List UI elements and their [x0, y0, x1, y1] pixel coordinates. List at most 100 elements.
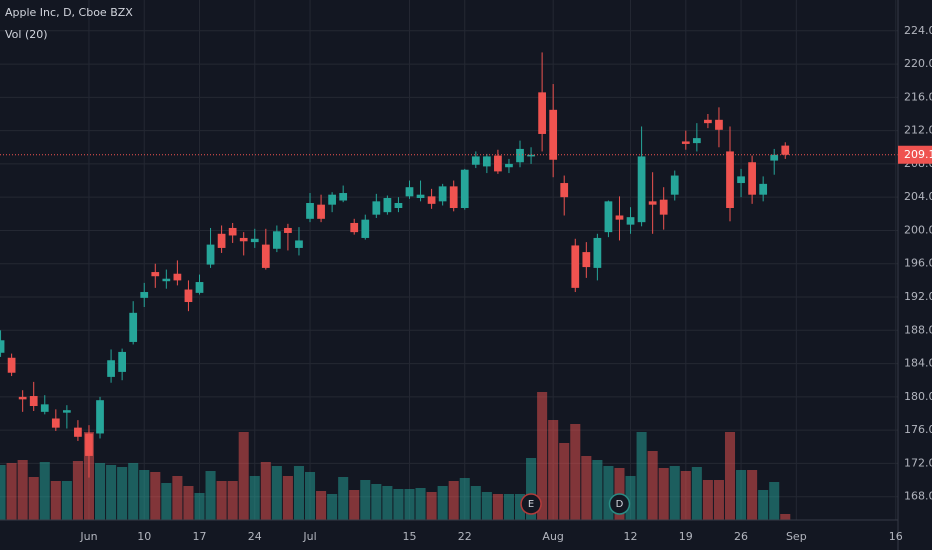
candle-body — [96, 400, 104, 434]
y-tick-label: 196.00 — [904, 257, 932, 270]
candle-body — [394, 203, 403, 208]
volume-bar — [293, 466, 304, 520]
volume-bar — [769, 482, 780, 520]
event-label: D — [616, 499, 624, 510]
candle-body — [173, 273, 182, 281]
volume-bar — [691, 467, 702, 520]
y-tick-label: 184.00 — [904, 357, 932, 370]
candle-body — [549, 109, 558, 160]
volume-bar — [658, 468, 669, 520]
x-tick-label: Jul — [302, 530, 316, 543]
candle-body — [560, 183, 569, 198]
candle-body — [770, 154, 779, 161]
volume-bar — [183, 486, 194, 520]
volume-bar — [470, 486, 481, 520]
x-tick-label: 19 — [679, 530, 693, 543]
volume-bar — [559, 443, 570, 520]
candle-body — [129, 312, 138, 342]
volume-bar — [304, 472, 316, 520]
volume-bar — [570, 424, 581, 520]
volume-bar — [548, 420, 559, 520]
candle-body — [604, 201, 613, 233]
y-tick-label: 200.00 — [904, 223, 932, 236]
volume-bar — [636, 432, 647, 520]
candle-body — [460, 169, 469, 208]
candle-body — [726, 151, 734, 208]
chart-title: Apple Inc, D, Cboe BZX — [5, 6, 133, 19]
volume-bar — [360, 480, 371, 520]
y-tick-label: 204.00 — [904, 190, 932, 203]
candle-body — [527, 154, 535, 157]
candle-body — [704, 119, 712, 124]
candle-body — [637, 156, 646, 223]
volume-label: Vol (20) — [5, 28, 48, 41]
candle-body — [328, 194, 336, 205]
x-tick-label: 12 — [624, 530, 638, 543]
last-price-label: 209.10 — [904, 148, 932, 161]
volume-bar — [680, 471, 691, 520]
volume-bar — [205, 471, 216, 520]
candle-body — [239, 237, 248, 242]
candle-body — [505, 163, 513, 168]
candle-body — [7, 357, 16, 373]
candle-body — [538, 92, 546, 134]
x-tick-label: 15 — [402, 530, 416, 543]
volume-bar — [6, 463, 17, 520]
candle-body — [18, 396, 27, 400]
volume-bar — [415, 488, 426, 520]
candle-body — [372, 201, 381, 215]
volume-bar — [713, 480, 724, 520]
volume-bar — [669, 466, 680, 520]
y-tick-label: 216.00 — [904, 90, 932, 103]
volume-bar — [647, 451, 658, 520]
candle-body — [250, 238, 259, 243]
volume-bar — [72, 461, 83, 520]
y-tick-label: 168.00 — [904, 490, 932, 503]
candle-body — [582, 252, 591, 268]
volume-bar — [481, 492, 492, 520]
volume-bar — [592, 460, 603, 520]
candle-body — [206, 244, 215, 265]
volume-bar — [139, 470, 150, 520]
volume-bar — [94, 463, 106, 520]
volume-bar — [316, 491, 327, 520]
volume-bar — [17, 460, 28, 520]
volume-bar — [702, 480, 713, 520]
candle-body — [471, 156, 480, 165]
x-tick-label: 26 — [734, 530, 748, 543]
volume-bar — [216, 481, 227, 520]
y-tick-label: 192.00 — [904, 290, 932, 303]
volume-bar — [426, 492, 437, 520]
volume-bar — [338, 477, 349, 520]
volume-bar — [437, 486, 448, 520]
volume-bar — [382, 486, 393, 520]
candle-body — [759, 183, 768, 195]
volume-bar — [393, 489, 404, 520]
candle-body — [405, 187, 414, 197]
y-tick-label: 180.00 — [904, 390, 932, 403]
volume-bar — [625, 476, 636, 520]
candle-body — [339, 193, 348, 201]
volume-bar — [28, 477, 39, 520]
candle-body — [317, 204, 325, 219]
candle-body — [615, 215, 624, 220]
volume-bar — [349, 490, 360, 520]
volume-bar — [282, 476, 293, 520]
x-tick-label: Aug — [542, 530, 563, 543]
volume-bar — [249, 476, 260, 520]
volume-bar — [747, 470, 758, 520]
candle-body — [438, 186, 447, 202]
last-price-box — [898, 145, 932, 164]
candle-body — [228, 227, 237, 236]
candle-body — [593, 237, 602, 268]
y-tick-label: 224.00 — [904, 24, 932, 37]
volume-bar — [503, 494, 514, 520]
y-tick-label: 220.00 — [904, 57, 932, 70]
candle-body — [74, 427, 82, 437]
candle-body — [361, 219, 370, 238]
volume-bar — [327, 494, 338, 520]
volume-bar — [150, 472, 161, 520]
volume-bar — [161, 483, 172, 520]
candle-body — [383, 198, 392, 213]
candle-body — [0, 340, 5, 353]
